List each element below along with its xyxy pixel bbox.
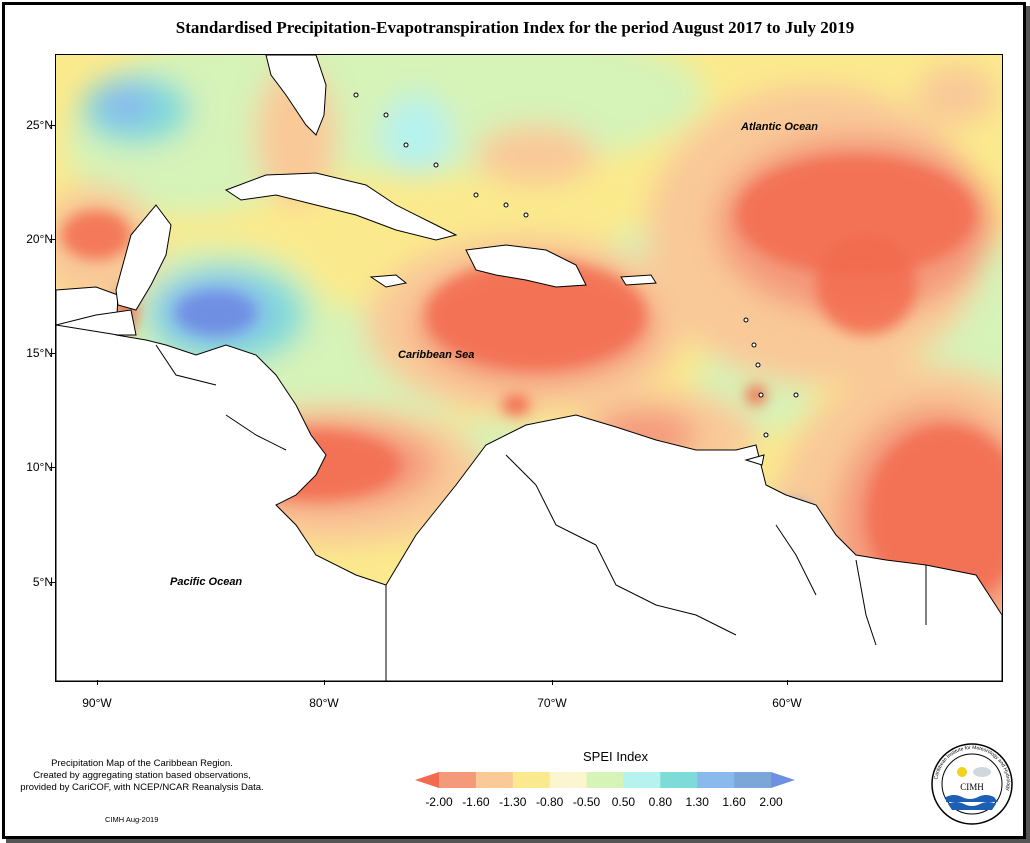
lat-tick-mark	[50, 239, 55, 240]
lon-tick-mark	[552, 680, 553, 685]
lat-tick-15: 15°N	[26, 346, 53, 360]
legend-arrow-right	[771, 772, 795, 788]
label-caribbean-sea: Caribbean Sea	[398, 349, 474, 361]
map-title: Standardised Precipitation-Evapotranspir…	[175, 18, 855, 37]
legend-label: 1.30	[685, 795, 709, 809]
legend-label: 2.00	[759, 795, 783, 809]
legend-swatch	[734, 772, 772, 788]
legend-swatch	[549, 772, 588, 788]
note-line-1: Precipitation Map of the Caribbean Regio…	[51, 758, 233, 769]
legend-title: SPEI Index	[583, 749, 649, 764]
legend-swatch	[623, 772, 661, 788]
lon-tick-mark	[97, 680, 98, 685]
legend-label: -1.60	[462, 795, 490, 809]
cloud-icon	[973, 767, 991, 777]
legend-arrow-left	[415, 772, 439, 788]
country-borders	[155, 344, 927, 646]
legend-label: -0.50	[572, 795, 601, 809]
lon-tick-90: 90°W	[82, 696, 112, 710]
cimh-logo: Caribbean Institute for Meteorology and …	[931, 743, 1013, 825]
lat-tick-10: 10°N	[26, 460, 53, 474]
legend-swatch	[697, 772, 735, 788]
legend-label: -0.80	[535, 795, 564, 809]
spei-field-core	[61, 155, 1002, 605]
legend-colorbar	[415, 772, 795, 788]
logo-name: CIMH	[960, 782, 984, 792]
legend-swatch	[439, 772, 477, 788]
legend-swatch	[512, 772, 551, 788]
lat-tick-mark	[50, 582, 55, 583]
lat-tick-5: 5°N	[32, 575, 53, 589]
lon-tick-mark	[324, 680, 325, 685]
legend-swatch	[586, 772, 624, 788]
lon-tick-70: 70°W	[537, 696, 567, 710]
lat-tick-20: 20°N	[26, 232, 53, 246]
legend-label: -1.30	[499, 795, 527, 809]
map-notes: Precipitation Map of the Caribbean Regio…	[8, 758, 276, 794]
lon-tick-mark	[787, 680, 788, 685]
lat-tick-mark	[50, 467, 55, 468]
legend-label: 0.50	[611, 795, 636, 809]
lat-tick-mark	[50, 353, 55, 354]
note-line-3: provided by CariCOF, with NCEP/NCAR Rean…	[20, 782, 264, 793]
legend-label: -2.00	[425, 795, 453, 809]
label-atlantic-ocean: Atlantic Ocean	[740, 121, 818, 133]
spei-map: Atlantic Ocean Caribbean Sea Pacific Oce…	[55, 54, 1003, 682]
land-outlines	[56, 55, 1002, 681]
legend-swatch	[660, 772, 698, 788]
label-pacific-ocean: Pacific Ocean	[170, 576, 242, 588]
legend-label: 1.60	[722, 795, 746, 809]
lon-tick-80: 80°W	[309, 696, 339, 710]
lat-tick-mark	[50, 125, 55, 126]
lat-tick-25: 25°N	[26, 118, 53, 132]
wave-icon	[946, 795, 998, 802]
lon-tick-60: 60°W	[772, 696, 802, 710]
legend-label: 0.80	[648, 795, 672, 809]
sun-icon	[957, 767, 967, 777]
legend-swatch	[475, 772, 514, 788]
credit-text: CIMH Aug-2019	[105, 815, 159, 824]
note-line-2: Created by aggregating station based obs…	[33, 770, 251, 781]
